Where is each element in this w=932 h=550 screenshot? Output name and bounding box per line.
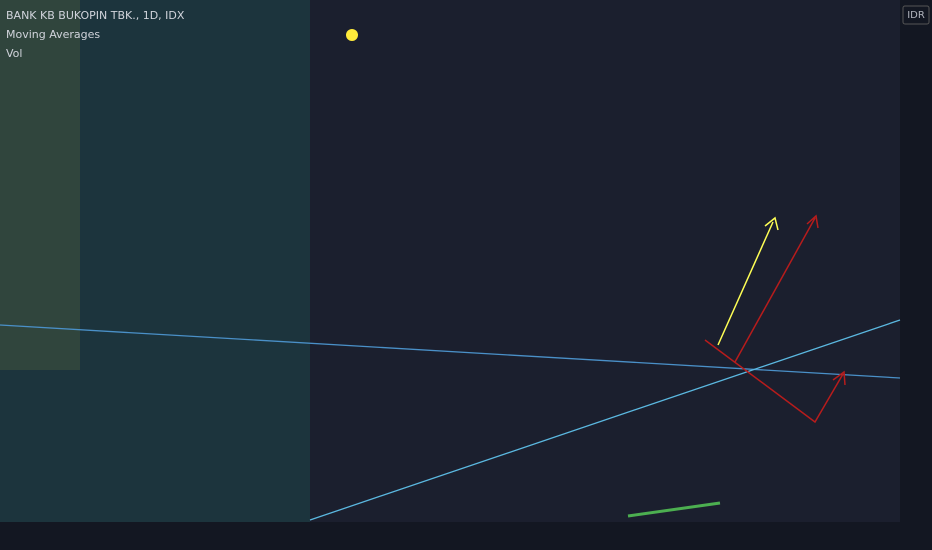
currency-box [902,5,930,25]
x-axis-strip [0,522,932,550]
y-axis-strip [900,0,932,550]
shaded-zone [0,0,80,370]
arrow [717,221,774,346]
chart-title: BANK KB BUKOPIN TBK., 1D, IDX [6,9,185,22]
arrowhead [806,214,819,229]
volume-trendline [627,501,721,518]
indicator-label: Vol [6,47,22,60]
arrowhead [832,370,846,386]
arrow [734,217,816,363]
currency: IDR [907,10,925,21]
shaded-zone [0,0,310,522]
arrow [704,339,844,424]
indicator-label: Moving Averages [6,28,100,41]
trendline [309,319,901,521]
marker-dot [346,29,358,41]
trendline [0,324,901,379]
arrowhead [764,216,779,231]
